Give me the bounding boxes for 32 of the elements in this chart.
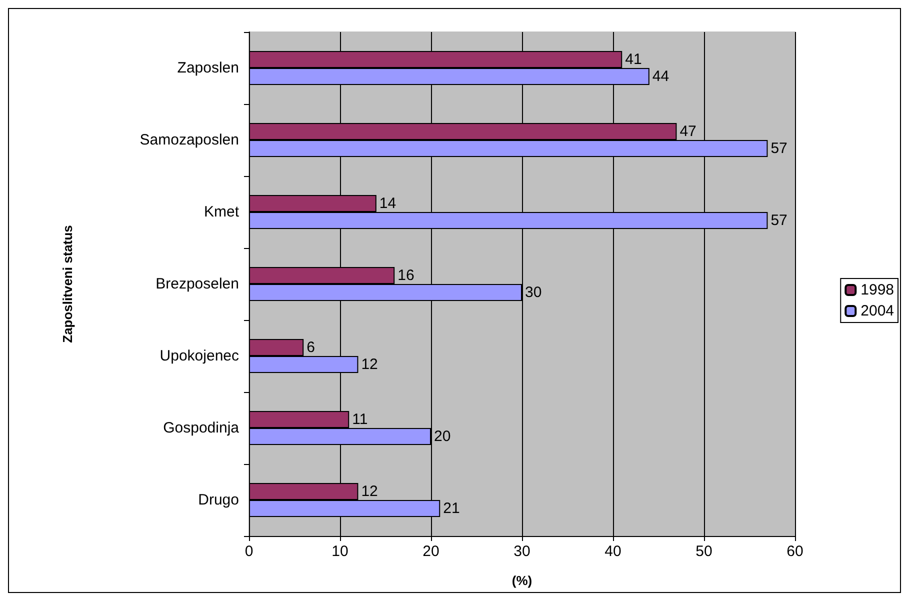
y-axis-title: Zaposlitveni status (60, 225, 75, 343)
y-tick-label: Samozaposlen (140, 132, 239, 148)
data-label: 11 (352, 411, 368, 428)
data-label: 47 (680, 123, 696, 140)
x-tick-label: 10 (332, 543, 348, 560)
x-tick-label: 40 (604, 543, 622, 560)
y-tick-label: Gospodinja (163, 420, 240, 436)
data-label: 20 (434, 428, 451, 445)
data-label: 21 (443, 500, 460, 517)
data-label: 57 (770, 212, 788, 229)
x-tick-label: 50 (696, 543, 712, 560)
x-tick-label: 0 (244, 543, 254, 560)
y-tick-label: Upokojenec (160, 348, 240, 364)
y-tick-label: Kmet (204, 204, 240, 220)
x-tick-label: 60 (786, 543, 804, 560)
y-tick-label: Zaposlen (177, 60, 239, 76)
data-label: 30 (525, 284, 542, 301)
legend-label: 1998 (860, 282, 894, 298)
y-tick-label: Drugo (198, 492, 239, 508)
y-tick-label: Brezposelen (156, 276, 239, 292)
data-label: 57 (770, 140, 788, 157)
data-label: 6 (306, 339, 315, 356)
legend-label: 2004 (860, 302, 894, 320)
data-label: 16 (398, 267, 414, 284)
x-tick-label: 30 (514, 543, 530, 560)
data-label: 12 (361, 483, 378, 500)
data-label: 14 (379, 195, 396, 212)
x-tick-label: 20 (422, 543, 440, 560)
data-label: 44 (652, 68, 670, 85)
x-axis-title: (%) (512, 573, 532, 588)
data-label: 41 (625, 51, 642, 68)
data-label: 12 (361, 356, 378, 373)
